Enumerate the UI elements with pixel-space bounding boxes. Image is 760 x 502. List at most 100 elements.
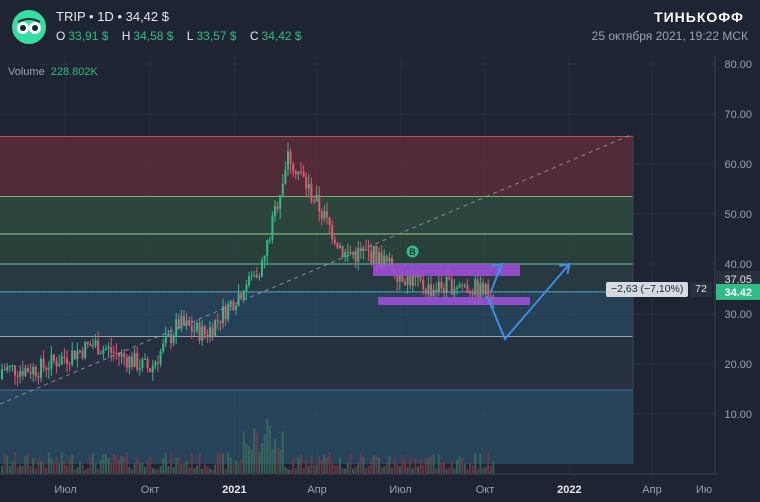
candle-body[interactable] — [120, 353, 123, 357]
candle-body[interactable] — [219, 320, 222, 323]
candle-body[interactable] — [206, 334, 209, 338]
candle-body[interactable] — [185, 320, 188, 325]
candle-body[interactable] — [138, 368, 141, 370]
candle-body[interactable] — [458, 284, 461, 288]
candle-body[interactable] — [201, 326, 204, 341]
candle-body[interactable] — [313, 200, 315, 202]
candle-body[interactable] — [440, 281, 443, 289]
candle-body[interactable] — [302, 171, 305, 178]
candle-body[interactable] — [193, 330, 196, 332]
candle-body[interactable] — [419, 273, 422, 280]
candle-body[interactable] — [385, 255, 388, 262]
resistance-rectangle[interactable] — [373, 264, 520, 276]
candle-body[interactable] — [362, 249, 365, 251]
candle-body[interactable] — [268, 239, 271, 241]
candle-body[interactable] — [237, 293, 240, 306]
candle-body[interactable] — [227, 304, 230, 320]
candle-body[interactable] — [21, 370, 24, 376]
candle-body[interactable] — [141, 359, 144, 369]
candle-body[interactable] — [8, 365, 11, 368]
candle-body[interactable] — [19, 370, 22, 377]
candle-body[interactable] — [448, 277, 451, 279]
candle-body[interactable] — [310, 184, 313, 201]
candle-body[interactable] — [94, 340, 97, 346]
candle-body[interactable] — [3, 369, 6, 371]
candle-body[interactable] — [354, 253, 357, 262]
candle-body[interactable] — [261, 260, 263, 277]
candle-body[interactable] — [367, 249, 370, 252]
candle-body[interactable] — [146, 358, 149, 369]
candle-body[interactable] — [115, 352, 118, 354]
candle-body[interactable] — [92, 345, 94, 347]
candle-body[interactable] — [76, 350, 79, 360]
candle-body[interactable] — [1, 369, 3, 379]
candle-body[interactable] — [318, 194, 321, 212]
candle-body[interactable] — [255, 274, 258, 278]
candle-body[interactable] — [258, 276, 261, 278]
candle-body[interactable] — [232, 301, 235, 310]
candle-body[interactable] — [341, 245, 344, 257]
candle-body[interactable] — [89, 344, 92, 347]
candle-body[interactable] — [469, 291, 471, 294]
candle-body[interactable] — [383, 255, 386, 269]
candle-body[interactable] — [175, 319, 178, 337]
candle-body[interactable] — [159, 351, 162, 364]
candle-body[interactable] — [471, 293, 474, 295]
candle-body[interactable] — [144, 358, 146, 360]
candle-body[interactable] — [463, 285, 466, 287]
candle-body[interactable] — [266, 240, 269, 256]
candle-body[interactable] — [482, 282, 484, 295]
candle-body[interactable] — [248, 276, 250, 286]
candle-body[interactable] — [99, 353, 102, 355]
candle-body[interactable] — [411, 275, 414, 286]
candle-body[interactable] — [97, 340, 100, 355]
candle-body[interactable] — [50, 354, 53, 369]
candle-body[interactable] — [476, 279, 479, 298]
candle-body[interactable] — [24, 368, 27, 376]
candle-body[interactable] — [294, 171, 297, 175]
candle-body[interactable] — [211, 327, 214, 336]
candle-body[interactable] — [443, 288, 445, 293]
candle-body[interactable] — [245, 285, 248, 291]
candle-body[interactable] — [315, 194, 318, 202]
candle-body[interactable] — [380, 252, 383, 269]
candle-body[interactable] — [396, 276, 399, 282]
candle-body[interactable] — [162, 343, 165, 352]
candle-body[interactable] — [300, 171, 302, 173]
candle-body[interactable] — [336, 243, 339, 248]
candle-body[interactable] — [359, 248, 362, 251]
candle-body[interactable] — [487, 284, 490, 296]
projection-arrow-zigzag[interactable] — [486, 263, 571, 341]
candle-body[interactable] — [224, 306, 227, 320]
candle-body[interactable] — [424, 289, 427, 295]
candle-body[interactable] — [42, 358, 45, 368]
candle-body[interactable] — [157, 362, 159, 364]
candle-body[interactable] — [112, 352, 115, 354]
candle-body[interactable] — [180, 315, 183, 329]
candle-body[interactable] — [55, 360, 58, 367]
candle-body[interactable] — [401, 275, 404, 283]
candle-body[interactable] — [128, 356, 131, 368]
candle-body[interactable] — [164, 336, 167, 344]
candle-body[interactable] — [40, 358, 42, 378]
candle-body[interactable] — [79, 350, 81, 352]
candle-body[interactable] — [326, 211, 328, 218]
candle-body[interactable] — [474, 279, 477, 295]
candle-body[interactable] — [102, 349, 105, 354]
candle-body[interactable] — [432, 289, 435, 296]
candle-body[interactable] — [58, 364, 61, 367]
candle-body[interactable] — [73, 350, 76, 360]
candle-body[interactable] — [167, 333, 170, 337]
candle-body[interactable] — [133, 352, 136, 367]
candle-body[interactable] — [222, 306, 224, 323]
candle-body[interactable] — [177, 319, 180, 329]
candle-body[interactable] — [297, 171, 300, 175]
candle-body[interactable] — [388, 257, 391, 262]
candle-body[interactable] — [149, 368, 152, 373]
trend-line[interactable] — [0, 133, 634, 405]
candle-body[interactable] — [188, 320, 191, 326]
candle-body[interactable] — [409, 274, 412, 286]
candle-body[interactable] — [281, 183, 284, 196]
candle-body[interactable] — [357, 248, 360, 262]
